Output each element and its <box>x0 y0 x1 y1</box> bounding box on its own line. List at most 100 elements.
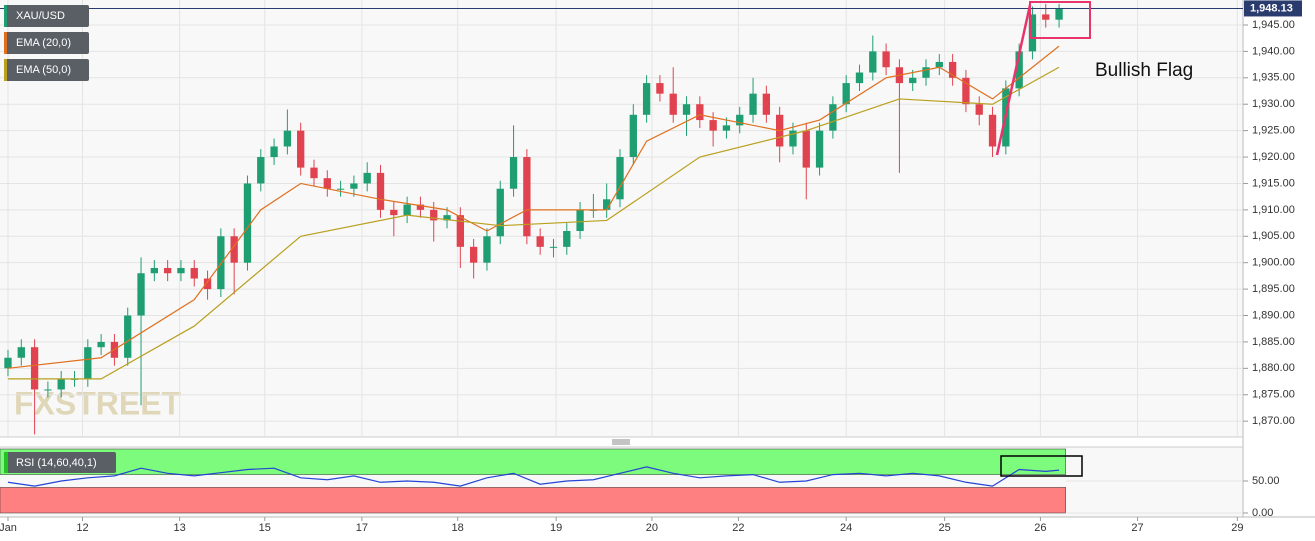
legend-swatch <box>4 32 7 54</box>
legend-swatch <box>4 5 7 27</box>
candle-body <box>363 172 371 184</box>
x-tick-label: 26 <box>1034 522 1046 534</box>
legend-box[interactable] <box>4 32 89 54</box>
candle-body <box>456 215 465 247</box>
candle-body <box>909 77 917 84</box>
candle-body <box>124 315 132 358</box>
watermark: FXSTREET <box>14 385 182 421</box>
x-tick-label: 12 <box>76 522 88 534</box>
candle-body <box>549 246 558 248</box>
annotation: Bullish Flag <box>1095 60 1193 81</box>
y-tick-label: 1,870.00 <box>1252 415 1295 427</box>
x-tick-label: 19 <box>550 522 562 534</box>
candle-body <box>935 61 943 68</box>
candle-body <box>310 167 318 179</box>
y-tick-label: 1,935.00 <box>1252 72 1295 84</box>
candle-body <box>30 347 39 390</box>
candle-body <box>975 104 983 115</box>
y-tick-label: 1,945.00 <box>1252 19 1295 31</box>
candle-body <box>4 357 12 369</box>
candle-body <box>496 188 504 237</box>
last-price-label: 1,948.13 <box>1250 2 1293 14</box>
flag-box <box>1029 1 1091 39</box>
y-tick-label: 1,915.00 <box>1252 177 1295 189</box>
candle-body <box>163 267 172 274</box>
legend-label: EMA (20,0) <box>16 37 71 49</box>
legend-label: EMA (50,0) <box>16 64 71 76</box>
y-tick-label: 1,905.00 <box>1252 230 1295 242</box>
candle-body <box>469 246 478 263</box>
legend-box[interactable] <box>4 452 116 473</box>
legend-box[interactable] <box>4 59 89 81</box>
candle-body <box>829 104 837 131</box>
candle-body <box>297 130 305 168</box>
x-tick-label: 24 <box>840 522 852 534</box>
x-tick-label: 27 <box>1131 522 1143 534</box>
candle-body <box>603 199 611 210</box>
x-tick-label: Jan <box>0 522 17 534</box>
candle-body <box>749 93 757 115</box>
legend-swatch <box>4 59 7 81</box>
y-tick-label: 1,875.00 <box>1252 389 1295 401</box>
ema-line <box>7 45 1060 369</box>
candle-body <box>656 83 664 94</box>
candle-body <box>1042 14 1050 20</box>
x-tick-label: 15 <box>259 522 271 534</box>
legend-swatch <box>4 452 8 473</box>
candle-body <box>948 61 957 78</box>
legend-box[interactable] <box>4 5 89 27</box>
y-tick-label: 1,895.00 <box>1252 283 1295 295</box>
candle-body <box>682 104 691 115</box>
candle-body <box>1015 51 1023 89</box>
divider-handle[interactable] <box>612 439 630 445</box>
candle-body <box>629 114 637 158</box>
candle-body <box>403 204 411 216</box>
candle-body <box>736 114 744 126</box>
candle-body <box>563 230 571 247</box>
y-tick-label: 1,890.00 <box>1252 309 1295 321</box>
legend-label: XAU/USD <box>16 10 65 22</box>
candle-body <box>722 125 731 131</box>
y-tick-label: 1,940.00 <box>1252 45 1295 57</box>
candle-body <box>376 172 385 210</box>
x-tick-label: 22 <box>732 522 744 534</box>
candle-body <box>882 51 890 68</box>
y-tick-label: 1,925.00 <box>1252 125 1295 137</box>
candle-body <box>137 273 145 316</box>
candle-body <box>576 209 584 231</box>
legend-label: RSI (14,60,40,1) <box>16 457 97 469</box>
candle-body <box>243 183 252 263</box>
candle-body <box>1055 8 1063 20</box>
candle-body <box>642 83 651 115</box>
candle-body <box>536 236 544 247</box>
candle-body <box>855 72 864 84</box>
candle-body <box>802 130 810 168</box>
candle-body <box>523 157 531 237</box>
y-tick-label: 1,900.00 <box>1252 257 1295 269</box>
y-tick-label: 1,920.00 <box>1252 151 1295 163</box>
y-tick-label: 50.00 <box>1252 475 1280 487</box>
candle-body <box>203 278 212 290</box>
candle-body <box>44 389 52 391</box>
x-tick-label: 29 <box>1231 522 1243 534</box>
rsi-line <box>7 466 1060 487</box>
candle-body <box>84 347 92 379</box>
candle-body <box>483 236 491 263</box>
x-tick-label: 20 <box>646 522 658 534</box>
rsi-band <box>0 487 1066 514</box>
candle-body <box>762 93 771 115</box>
last-price-box <box>1244 0 1302 17</box>
candle-body <box>815 130 824 168</box>
price-panel <box>0 0 1243 437</box>
candle-body <box>709 120 717 131</box>
candle-body <box>869 51 877 73</box>
candle-body <box>190 267 198 279</box>
candle-body <box>336 188 345 190</box>
ema-line <box>7 66 1060 380</box>
candle-body <box>270 146 278 158</box>
y-tick-label: 0.00 <box>1252 507 1273 519</box>
y-tick-label: 1,880.00 <box>1252 362 1295 374</box>
flag-pole <box>995 4 1032 156</box>
rsi-band <box>0 448 1066 475</box>
